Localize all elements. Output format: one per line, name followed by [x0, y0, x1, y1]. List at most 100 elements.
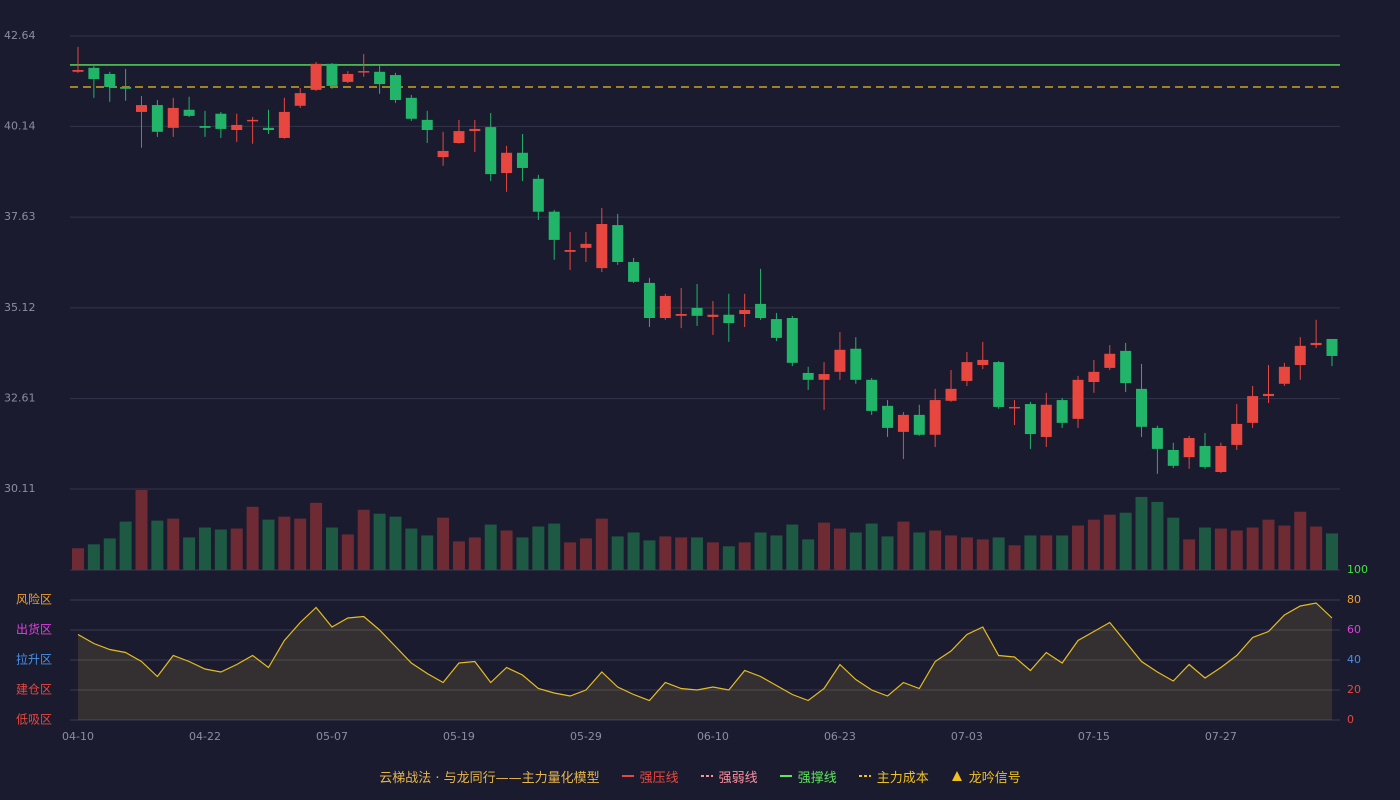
- x-tick-label: 07-27: [1205, 730, 1237, 743]
- volume-bar: [103, 538, 116, 570]
- candle-body: [993, 362, 1005, 407]
- volume-bar: [198, 527, 211, 570]
- candle-body: [1215, 445, 1227, 473]
- volume-bar: [818, 522, 831, 570]
- volume-bar: [849, 532, 862, 570]
- volume-bar: [246, 506, 259, 570]
- candle-body: [167, 107, 179, 128]
- candle-body: [374, 71, 386, 85]
- candle-body: [1263, 393, 1275, 397]
- volume-bar: [691, 537, 704, 570]
- zone-label: 出货区: [16, 622, 52, 637]
- candle-body: [262, 127, 274, 130]
- volume-bar: [786, 524, 799, 570]
- volume-bar: [452, 541, 465, 570]
- volume-bar: [1040, 535, 1053, 570]
- candle-body: [278, 111, 290, 138]
- volume-bar: [516, 537, 529, 570]
- x-tick-label: 04-22: [189, 730, 221, 743]
- volume-bar: [579, 538, 592, 570]
- volume-bar: [595, 518, 608, 570]
- volume-bar: [373, 513, 386, 570]
- volume-bar: [341, 534, 354, 570]
- candle-body: [88, 67, 100, 80]
- volume-bar: [738, 542, 751, 570]
- volume-bar: [643, 540, 656, 570]
- legend-icon: [779, 775, 792, 777]
- legend-title: 云梯战法 · 与龙同行——主力量化模型: [379, 770, 600, 786]
- candle-body: [1310, 342, 1322, 346]
- legend: 云梯战法 · 与龙同行——主力量化模型 强压线 强弱线 强撑线 主力成本 龙吟信号: [0, 764, 1400, 788]
- volume-bar: [611, 536, 624, 570]
- x-tick-label: 04-10: [62, 730, 94, 743]
- candle-body: [1167, 449, 1179, 466]
- y-tick-label: 40.14: [4, 119, 36, 132]
- candle-body: [977, 359, 989, 365]
- y-tick-label: 35.12: [4, 301, 36, 314]
- x-tick-label: 06-23: [824, 730, 856, 743]
- candle-body: [437, 150, 449, 158]
- volume-bar: [405, 528, 418, 570]
- volume-bar: [500, 530, 513, 570]
- candle-body: [1009, 406, 1021, 409]
- candle-body: [770, 319, 782, 338]
- candle-body: [1040, 404, 1052, 437]
- osc-tick-label: 20: [1347, 683, 1361, 696]
- candle-body: [1056, 400, 1068, 423]
- y-tick-label: 37.63: [4, 210, 36, 223]
- volume-bar: [1167, 517, 1180, 570]
- legend-item: 强撑线: [779, 767, 837, 786]
- osc-tick-label: 40: [1347, 653, 1361, 666]
- zone-label: 低吸区: [16, 713, 52, 727]
- volume-bar: [770, 535, 783, 570]
- volume-bar: [1183, 539, 1196, 570]
- volume-bar: [1199, 527, 1212, 570]
- candle-body: [802, 372, 814, 380]
- candle-body: [755, 303, 767, 318]
- legend-label: 龙吟信号: [968, 770, 1021, 786]
- volume-bar: [1135, 496, 1148, 570]
- y-tick-label: 30.11: [4, 482, 36, 495]
- volume-bar: [722, 546, 735, 570]
- candle-body: [723, 314, 735, 324]
- volume-bar: [167, 518, 180, 570]
- candle-body: [501, 152, 513, 174]
- candle-body: [183, 109, 195, 116]
- candle-body: [1326, 338, 1338, 356]
- candle-body: [231, 124, 243, 130]
- candle-body: [866, 379, 878, 411]
- candle-body: [516, 152, 528, 168]
- x-tick-label: 05-19: [443, 730, 475, 743]
- candle-body: [818, 374, 830, 380]
- candle-body: [1183, 438, 1195, 458]
- volume-bar: [87, 544, 100, 570]
- candle-body: [897, 414, 909, 432]
- candle-body: [596, 223, 608, 269]
- volume-bar: [72, 548, 84, 570]
- legend-label: 强弱线: [718, 770, 758, 786]
- candle-body: [358, 71, 370, 73]
- legend-marker: [951, 771, 962, 781]
- candle-body: [1247, 396, 1259, 423]
- candle-body: [405, 97, 417, 119]
- candle-body: [310, 63, 322, 90]
- volume-bar: [706, 542, 719, 570]
- x-tick-label: 05-29: [570, 730, 602, 743]
- candle-body: [389, 75, 401, 100]
- candle-body: [485, 127, 497, 175]
- candle-body: [564, 250, 576, 252]
- candle-body: [469, 128, 481, 132]
- legend-icon: [621, 775, 634, 777]
- volume-bar: [1294, 511, 1307, 570]
- candle-body: [453, 131, 465, 144]
- volume-bar: [976, 539, 989, 570]
- x-tick-label: 05-07: [316, 730, 348, 743]
- volume-bar: [357, 509, 370, 570]
- y-tick-label: 42.64: [4, 29, 36, 42]
- candle-body: [1088, 371, 1100, 382]
- candle-body: [929, 400, 941, 435]
- candle-body: [548, 211, 560, 240]
- candle-body: [135, 105, 147, 112]
- y-tick-label: 32.61: [4, 392, 36, 405]
- legend-label: 强撑线: [797, 770, 837, 786]
